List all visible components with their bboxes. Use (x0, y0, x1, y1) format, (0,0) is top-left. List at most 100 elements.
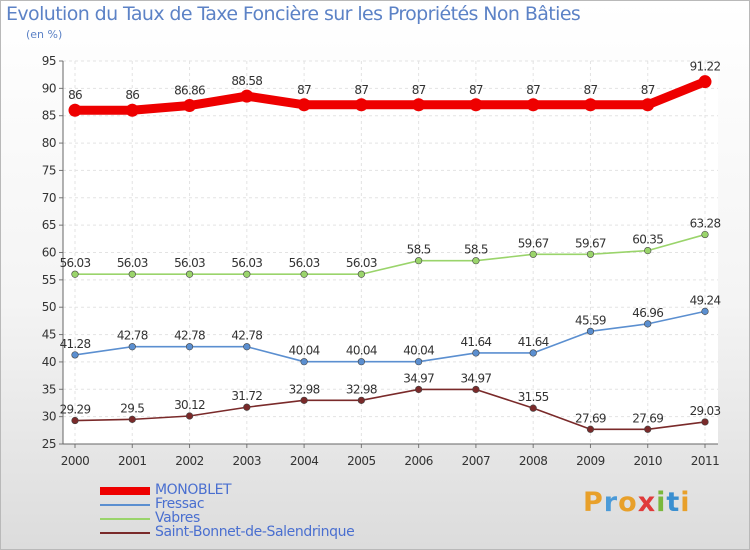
data-label: 32.98 (289, 382, 320, 396)
legend-swatch (100, 504, 150, 506)
data-label: 40.04 (346, 344, 377, 358)
data-point (472, 257, 480, 265)
series-line-3 (74, 388, 706, 431)
data-point (586, 250, 595, 258)
y-tick-label: 95 (42, 54, 56, 68)
data-label: 56.03 (289, 256, 320, 270)
data-point (526, 98, 540, 112)
brand-letter: P (583, 487, 604, 518)
data-point (240, 89, 254, 103)
data-label: 42.78 (174, 329, 205, 343)
data-point (71, 416, 79, 425)
data-point (300, 358, 308, 366)
x-tick-label: 2004 (290, 454, 319, 468)
legend-label: MONOBLET (155, 482, 232, 498)
data-label: 59.67 (575, 236, 606, 250)
series-lines (68, 75, 712, 433)
data-point (128, 415, 136, 423)
data-point (243, 270, 251, 278)
data-point (644, 320, 652, 328)
data-label: 31.72 (231, 389, 262, 403)
data-label: 41.28 (60, 337, 91, 351)
data-point (586, 327, 595, 335)
data-point (300, 396, 308, 404)
x-tick-label: 2008 (519, 454, 548, 468)
x-tick-label: 2010 (633, 454, 662, 468)
data-label: 29.5 (120, 401, 144, 415)
data-label: 27.69 (632, 411, 663, 425)
data-point (529, 404, 537, 412)
legend-swatch (100, 518, 150, 520)
data-label: 60.35 (632, 233, 663, 247)
legend-label: Saint-Bonnet-de-Salendrinque (155, 524, 355, 540)
data-point (243, 343, 251, 351)
data-point (71, 351, 79, 359)
brand-letter: x (637, 487, 657, 518)
data-point (71, 270, 79, 278)
data-point (701, 230, 709, 239)
x-tick-label: 2011 (691, 454, 720, 468)
x-tick-label: 2009 (576, 454, 605, 468)
data-label: 87 (297, 83, 311, 97)
data-label: 41.64 (460, 335, 491, 349)
y-tick-label: 30 (42, 410, 56, 424)
data-label: 42.78 (117, 329, 148, 343)
data-label: 56.03 (117, 256, 148, 270)
data-point (357, 358, 365, 366)
x-tick-label: 2002 (175, 454, 204, 468)
data-point (243, 403, 251, 411)
y-tick-label: 60 (42, 246, 56, 260)
data-label: 87 (584, 83, 598, 97)
data-point (68, 103, 82, 117)
data-point (641, 98, 655, 112)
data-label: 31.55 (518, 390, 549, 404)
data-label: 87 (641, 83, 655, 97)
data-label: 87 (469, 83, 483, 97)
data-labels: 29.29 29.5 30.12 31.72 32.98 32.98 34.97 34.97 3… (60, 60, 722, 426)
y-tick-label: 75 (42, 163, 56, 177)
y-tick-label: 55 (42, 273, 56, 287)
data-label: 86 (125, 88, 139, 102)
data-point (583, 98, 597, 112)
data-label: 56.03 (174, 256, 205, 270)
data-point (415, 358, 423, 366)
legend-label: Fressac (155, 496, 205, 512)
brand-letter: t (666, 487, 681, 518)
data-label: 45.59 (575, 313, 606, 327)
data-label: 34.97 (460, 371, 491, 385)
data-point (701, 418, 709, 426)
data-point (472, 385, 480, 394)
data-point (300, 270, 308, 278)
unit-label: (en %) (26, 28, 63, 41)
data-label: 63.28 (690, 217, 721, 231)
data-label: 87 (526, 83, 540, 97)
brand-letter: i (656, 487, 667, 518)
y-tick-label: 45 (42, 328, 56, 342)
data-label: 87 (354, 83, 368, 97)
data-point (128, 270, 136, 278)
data-point (297, 98, 311, 112)
data-label: 56.03 (60, 256, 91, 270)
data-point (586, 425, 595, 433)
data-point (354, 98, 368, 112)
x-tick-label: 2000 (61, 454, 90, 468)
data-point (357, 396, 365, 404)
series-line-0 (70, 77, 710, 115)
data-label: 88.58 (231, 74, 262, 88)
data-point (701, 307, 709, 315)
data-label: 86.86 (174, 84, 205, 98)
y-tick-label: 65 (42, 218, 56, 232)
data-point (415, 385, 423, 394)
data-point (644, 425, 652, 433)
data-point (415, 257, 423, 265)
line-chart: 25 30 35 40 45 50 55 60 65 70 75 80 85 90 95 2000 2001 20… (42, 54, 722, 468)
x-tick-label: 2001 (118, 454, 147, 468)
data-point (185, 343, 194, 351)
axes: 25 30 35 40 45 50 55 60 65 70 75 80 85 90 95 2000 2001 20… (42, 54, 720, 468)
data-label: 91.22 (690, 60, 721, 74)
data-label: 34.97 (403, 371, 434, 385)
data-label: 58.5 (407, 243, 431, 257)
data-point (698, 75, 712, 89)
data-point (644, 246, 652, 255)
data-point (529, 349, 537, 357)
